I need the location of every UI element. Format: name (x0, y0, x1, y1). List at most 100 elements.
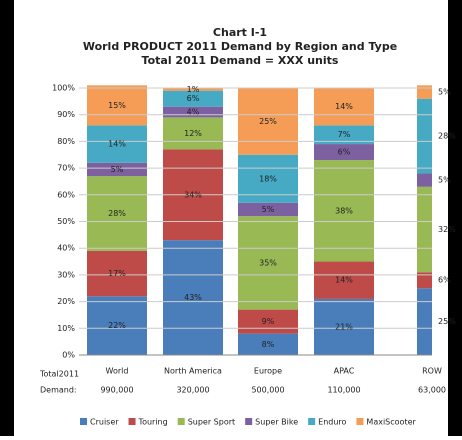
bar-segment (87, 125, 147, 163)
bar-segment (238, 88, 298, 155)
legend-label: Enduro (318, 418, 346, 427)
total-label: Total2011 (39, 370, 79, 379)
bar-segment (163, 106, 223, 118)
legend-swatch (177, 418, 185, 425)
total-value: 63,000 (418, 386, 446, 395)
data-label: 14% (335, 276, 353, 285)
data-label: 9% (262, 317, 275, 326)
data-label: 18% (259, 174, 277, 183)
data-label: 43% (184, 293, 202, 302)
legend-label: Cruiser (90, 418, 119, 427)
legend-swatch (356, 418, 364, 425)
chart-subtitle: World PRODUCT 2011 Demand by Region and … (83, 40, 397, 53)
bar-segment (314, 144, 374, 161)
data-label: 5% (111, 165, 124, 174)
bar-segment (87, 85, 147, 126)
total-value: 110,000 (327, 386, 360, 395)
bar-segment (87, 176, 147, 251)
data-label: 34% (184, 190, 202, 199)
bar-segment (238, 216, 298, 310)
data-label: 14% (335, 102, 353, 111)
chart-subtitle: Total 2011 Demand = XXX units (142, 54, 339, 67)
x-tick-label: North America (164, 367, 222, 376)
bar-segment (314, 160, 374, 262)
legend-label: Touring (138, 418, 168, 427)
bar-segment (87, 162, 147, 177)
data-label: 1% (187, 85, 200, 94)
data-label: 6% (438, 276, 451, 285)
data-label: 28% (438, 132, 456, 141)
data-label: 6% (187, 94, 200, 103)
data-label: 25% (259, 117, 277, 126)
x-tick-label: APAC (334, 367, 355, 376)
bar-segment (314, 125, 374, 145)
y-tick-label: 20% (57, 297, 75, 306)
legend-swatch (80, 418, 87, 425)
data-label: 5% (438, 88, 451, 97)
x-tick-label: ROW (422, 367, 442, 376)
legend-label: MaxiScooter (366, 418, 416, 427)
bar-segment (163, 88, 223, 91)
y-tick-label: 50% (57, 217, 75, 226)
legend-swatch (128, 418, 136, 425)
bar-segment (417, 288, 432, 355)
y-tick-label: 30% (57, 270, 75, 279)
y-tick-label: 60% (57, 190, 75, 199)
data-label: 25% (438, 317, 456, 326)
data-label: 5% (438, 176, 451, 185)
data-label: 8% (262, 340, 275, 349)
total-value: 320,000 (176, 386, 209, 395)
x-tick-label: Europe (254, 367, 282, 376)
data-label: 15% (108, 101, 126, 110)
y-tick-label: 100% (52, 84, 75, 93)
legend-swatch (245, 418, 253, 425)
bar-segment (87, 250, 147, 297)
data-label: 7% (338, 130, 351, 139)
legend-swatch (308, 418, 316, 425)
bar-segment (238, 333, 298, 355)
bar-segment (238, 309, 298, 334)
data-label: 38% (335, 206, 353, 215)
bar-segment (417, 85, 432, 99)
bar-segment (314, 261, 374, 299)
data-label: 4% (187, 108, 200, 117)
bar-segment (87, 296, 147, 355)
y-tick-label: 70% (57, 164, 75, 173)
y-tick-label: 90% (57, 110, 75, 119)
total-value: 500,000 (251, 386, 284, 395)
y-tick-label: 0% (62, 351, 75, 360)
data-label: 17% (108, 269, 126, 278)
bar-segment (238, 202, 298, 217)
bar-segment (417, 98, 432, 174)
data-label: 22% (108, 321, 126, 330)
left-border (0, 0, 14, 436)
data-label: 12% (184, 129, 202, 138)
data-label: 5% (262, 205, 275, 214)
y-tick-label: 10% (57, 324, 75, 333)
bar-segment (163, 240, 223, 355)
data-label: 6% (338, 148, 351, 157)
bar-segment (417, 272, 432, 289)
right-border (448, 0, 462, 436)
data-label: 32% (438, 225, 456, 234)
legend-label: Super Sport (188, 418, 235, 427)
y-tick-label: 40% (57, 244, 75, 253)
chart-title: Chart I-1 (213, 26, 267, 39)
bar-segment (163, 90, 223, 107)
bar-segment (417, 173, 432, 187)
bar-segment (163, 117, 223, 150)
bar-segment (417, 186, 432, 273)
bar-segment (314, 298, 374, 355)
data-label: 35% (259, 258, 277, 267)
total-value: 990,000 (100, 386, 133, 395)
data-label: 28% (108, 209, 126, 218)
data-label: 21% (335, 322, 353, 331)
x-tick-label: World (106, 367, 129, 376)
legend-label: Super Bike (255, 418, 298, 427)
y-tick-label: 80% (57, 137, 75, 146)
bar-segment (314, 88, 374, 126)
plot (87, 85, 432, 355)
total-label: Demand: (40, 386, 77, 395)
